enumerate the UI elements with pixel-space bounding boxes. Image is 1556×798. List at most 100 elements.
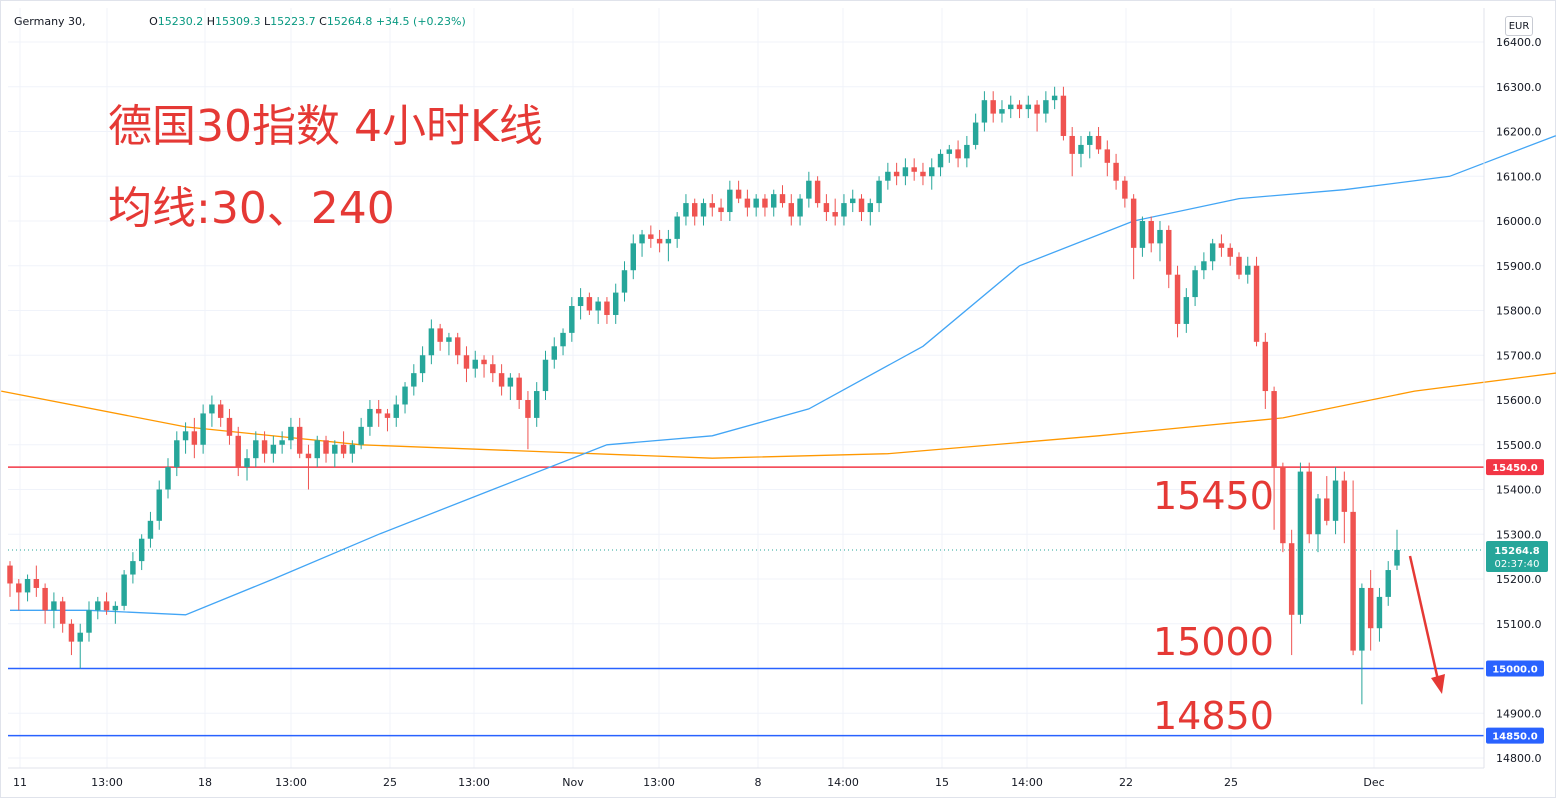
change-value: +34.5 (+0.23%) xyxy=(375,15,466,28)
candle xyxy=(972,113,979,150)
candle-body xyxy=(349,444,356,454)
candle-body xyxy=(542,359,549,392)
candle-body xyxy=(1104,149,1111,163)
candle-body xyxy=(95,601,101,611)
candle-body xyxy=(1183,297,1190,324)
candle-body xyxy=(525,400,531,418)
candle-body xyxy=(999,109,1005,114)
candle xyxy=(507,373,514,400)
candle-body xyxy=(419,355,426,374)
candle xyxy=(788,194,795,226)
candle-body xyxy=(1385,570,1391,597)
price-tick-label: 15900.0 xyxy=(1496,260,1542,273)
candle xyxy=(727,180,733,221)
candle-body xyxy=(674,216,680,239)
time-axis[interactable]: 11 13:00 18 13:00 25 13:00 Nov 13:00 8 14:00 15 14:… xyxy=(8,767,1484,789)
candle-body xyxy=(86,610,92,633)
candle xyxy=(428,319,435,365)
candle-body xyxy=(665,238,672,244)
candle xyxy=(323,435,329,463)
time-tick-label: 14:00 xyxy=(827,776,859,789)
candle-body xyxy=(920,171,926,177)
candle-body xyxy=(253,440,259,459)
candle xyxy=(604,297,610,324)
forecast-arrow-shaft xyxy=(1408,555,1440,681)
price-tick-label: 16400.0 xyxy=(1496,36,1542,49)
candle xyxy=(1324,476,1330,526)
candle-body xyxy=(612,292,619,315)
time-tick-label: 22 xyxy=(1119,776,1133,789)
candle-body xyxy=(779,194,786,204)
candle xyxy=(841,194,847,226)
candle-body xyxy=(437,328,443,342)
candle-body xyxy=(1394,549,1400,566)
candle-body xyxy=(1350,511,1356,651)
candle xyxy=(1130,194,1137,280)
candle xyxy=(393,395,399,427)
candle-body xyxy=(1201,261,1207,271)
candle xyxy=(639,229,645,257)
candle xyxy=(533,382,540,427)
candle xyxy=(858,194,865,221)
candle xyxy=(375,400,382,427)
candle xyxy=(1227,243,1233,266)
candle-body xyxy=(516,377,522,400)
price-axis[interactable]: 16400.0 16300.0 16200.0 16100.0 16000.0 15900… xyxy=(1483,8,1542,768)
price-tick-label: 14800.0 xyxy=(1496,752,1542,765)
candle xyxy=(1245,256,1251,284)
candle-body xyxy=(490,364,496,374)
candle-body xyxy=(156,489,162,521)
candle-body xyxy=(797,198,803,217)
candle-body xyxy=(929,167,935,177)
candle xyxy=(51,592,57,629)
price-tick-label: 16300.0 xyxy=(1496,81,1542,94)
candle xyxy=(1262,332,1269,409)
candle xyxy=(1394,529,1400,571)
price-tick-label: 15200.0 xyxy=(1496,573,1542,586)
level-tag-text: 15000.0 xyxy=(1492,665,1538,676)
candle xyxy=(1280,462,1286,553)
candle-body xyxy=(1016,104,1023,110)
annotation-title: 德国30指数 4小时K线 xyxy=(108,101,543,152)
candle xyxy=(621,261,628,302)
candle-body xyxy=(209,404,215,414)
candle xyxy=(332,440,338,468)
candle-body xyxy=(235,435,241,468)
candle xyxy=(147,511,154,548)
candle xyxy=(744,189,751,217)
candle xyxy=(411,364,417,396)
candle-body xyxy=(191,431,198,445)
candle xyxy=(1376,587,1383,642)
candle xyxy=(463,346,470,383)
last-price-value: 15264.8 xyxy=(1494,546,1540,557)
symbol-name[interactable]: Germany 30, xyxy=(14,15,86,28)
open-value: 15230.2 xyxy=(157,15,204,28)
candle-body xyxy=(270,444,277,454)
candle xyxy=(964,135,970,168)
candle-body xyxy=(639,234,645,244)
candle xyxy=(1113,153,1119,190)
candle-body xyxy=(1078,144,1084,154)
candle xyxy=(1350,480,1356,656)
candle xyxy=(771,189,777,217)
candle xyxy=(867,198,874,226)
candle-body xyxy=(147,520,154,539)
candle-body xyxy=(1332,480,1339,521)
candle-body xyxy=(1376,596,1383,629)
candle-body xyxy=(735,189,742,199)
currency-button[interactable]: EUR xyxy=(1505,16,1533,36)
candle-body xyxy=(621,270,628,293)
candle xyxy=(516,373,522,409)
candle-body xyxy=(718,207,724,213)
candle xyxy=(296,417,303,459)
horizontal-lines xyxy=(8,466,1484,737)
price-tags: 15450.0 15000.0 14850.0 15264.8 02:37:40 xyxy=(1486,459,1548,744)
time-tick-label: 13:00 xyxy=(275,776,307,789)
price-tick-label: 15100.0 xyxy=(1496,618,1542,631)
candle xyxy=(191,417,198,459)
price-tick-label: 16200.0 xyxy=(1496,126,1542,139)
candle-body xyxy=(1218,243,1225,248)
candle xyxy=(1008,95,1014,119)
low-label: L xyxy=(264,15,271,28)
